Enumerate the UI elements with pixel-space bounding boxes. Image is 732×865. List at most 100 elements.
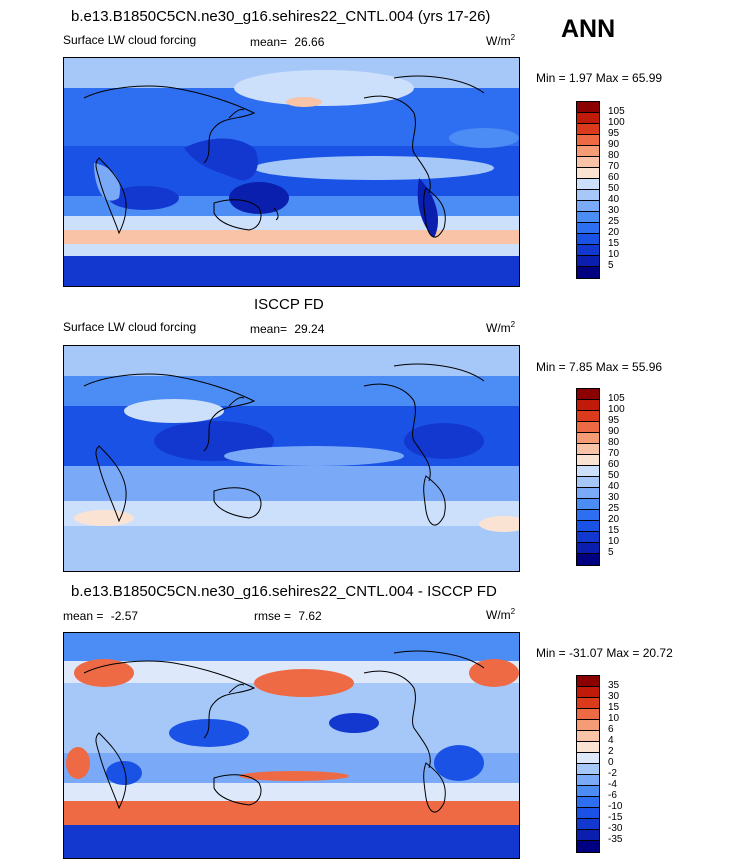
panel3-mean-key: mean = xyxy=(63,609,104,623)
panel3-mean-label: mean = -2.57 xyxy=(63,609,138,623)
colorbar-swatch xyxy=(577,764,599,775)
colorbar-swatch xyxy=(577,808,599,819)
colorbar-tick-label: 95 xyxy=(608,128,620,139)
colorbar-swatch xyxy=(577,742,599,753)
units-exp: 2 xyxy=(510,320,516,329)
colorbar-swatch xyxy=(577,455,599,466)
colorbar-tick-label: 30 xyxy=(608,205,620,216)
colorbar-tick-label: -10 xyxy=(608,801,623,812)
colorbar-swatch xyxy=(577,422,599,433)
panel2-map-svg xyxy=(64,346,519,571)
colorbar-tick-label: -2 xyxy=(608,768,617,779)
colorbar-swatch xyxy=(577,819,599,830)
colorbar-swatch xyxy=(577,753,599,764)
panel2-title: ISCCP FD xyxy=(254,296,324,313)
colorbar-tick-label: 15 xyxy=(608,525,620,536)
colorbar-swatch xyxy=(577,543,599,554)
panel3-minmax: Min = -31.07 Max = 20.72 xyxy=(536,646,673,660)
colorbar-swatch xyxy=(577,102,599,113)
colorbar-tick-label: 100 xyxy=(608,404,625,415)
colorbar-tick-label: 5 xyxy=(608,547,614,558)
colorbar-tick-label: 50 xyxy=(608,183,620,194)
colorbar-swatch xyxy=(577,135,599,146)
colorbar-swatch xyxy=(577,245,599,256)
colorbar-tick-label: -4 xyxy=(608,779,617,790)
panel3-map xyxy=(63,632,520,859)
panel1-mean-label: mean= 26.66 xyxy=(250,35,324,49)
colorbar-swatch xyxy=(577,687,599,698)
colorbar-swatch xyxy=(577,256,599,267)
colorbar-swatch xyxy=(577,179,599,190)
panel1-units: W/m2 xyxy=(486,33,515,48)
colorbar-tick-label: 60 xyxy=(608,459,620,470)
panel2-units: W/m2 xyxy=(486,320,515,335)
season-label: ANN xyxy=(561,15,616,43)
colorbar-swatch xyxy=(577,731,599,742)
panel1-map-svg xyxy=(64,58,519,286)
colorbar-swatch xyxy=(577,190,599,201)
colorbar-tick-label: 100 xyxy=(608,117,625,128)
colorbar-swatch xyxy=(577,400,599,411)
colorbar-tick-label: 25 xyxy=(608,216,620,227)
colorbar-swatch xyxy=(577,698,599,709)
colorbar-swatch xyxy=(577,786,599,797)
colorbar-swatch xyxy=(577,532,599,543)
colorbar-swatch xyxy=(577,267,599,278)
colorbar-tick-label: 40 xyxy=(608,481,620,492)
colorbar-tick-label: 10 xyxy=(608,249,620,260)
panel3-rmse-label: rmse = 7.62 xyxy=(254,609,322,623)
panel1-colorbar xyxy=(576,101,600,279)
colorbar-tick-label: 90 xyxy=(608,426,620,437)
colorbar-tick-label: 25 xyxy=(608,503,620,514)
colorbar-tick-label: -15 xyxy=(608,812,623,823)
colorbar-tick-label: 80 xyxy=(608,150,620,161)
panel2-map xyxy=(63,345,520,572)
colorbar-tick-label: 10 xyxy=(608,713,620,724)
colorbar-tick-label: -35 xyxy=(608,834,623,845)
colorbar-tick-label: 60 xyxy=(608,172,620,183)
colorbar-tick-label: 30 xyxy=(608,691,620,702)
panel1-mean-key: mean= xyxy=(250,35,288,49)
colorbar-tick-label: 70 xyxy=(608,448,620,459)
colorbar-swatch xyxy=(577,709,599,720)
panel1-minmax: Min = 1.97 Max = 65.99 xyxy=(536,71,663,85)
colorbar-tick-label: 15 xyxy=(608,702,620,713)
colorbar-swatch xyxy=(577,521,599,532)
colorbar-tick-label: 105 xyxy=(608,393,625,404)
colorbar-tick-label: 2 xyxy=(608,746,614,757)
panel1-mean-value: 26.66 xyxy=(294,35,325,49)
colorbar-swatch xyxy=(577,157,599,168)
colorbar-tick-label: 4 xyxy=(608,735,614,746)
units-exp: 2 xyxy=(510,33,516,42)
colorbar-swatch xyxy=(577,466,599,477)
panel1-map xyxy=(63,57,520,287)
colorbar-swatch xyxy=(577,411,599,422)
colorbar-tick-label: -6 xyxy=(608,790,617,801)
colorbar-swatch xyxy=(577,499,599,510)
colorbar-swatch xyxy=(577,477,599,488)
panel2-minmax: Min = 7.85 Max = 55.96 xyxy=(536,360,663,374)
colorbar-swatch xyxy=(577,676,599,687)
colorbar-tick-label: 15 xyxy=(608,238,620,249)
colorbar-swatch xyxy=(577,775,599,786)
panel2-mean-value: 29.24 xyxy=(294,322,325,336)
panel3-rmse-key: rmse = xyxy=(254,609,292,623)
colorbar-swatch xyxy=(577,444,599,455)
colorbar-tick-label: 105 xyxy=(608,106,625,117)
colorbar-tick-label: 35 xyxy=(608,680,620,691)
units-text: W/m xyxy=(486,321,511,335)
panel3-title: b.e13.B1850C5CN.ne30_g16.sehires22_CNTL.… xyxy=(71,583,497,600)
colorbar-tick-label: 6 xyxy=(608,724,614,735)
colorbar-tick-label: 90 xyxy=(608,139,620,150)
colorbar-swatch xyxy=(577,212,599,223)
panel1-variable-label: Surface LW cloud forcing xyxy=(63,33,197,47)
colorbar-tick-label: 5 xyxy=(608,260,614,271)
units-text: W/m xyxy=(486,34,511,48)
colorbar-swatch xyxy=(577,168,599,179)
colorbar-swatch xyxy=(577,389,599,400)
colorbar-swatch xyxy=(577,201,599,212)
colorbar-swatch xyxy=(577,146,599,157)
colorbar-tick-label: 40 xyxy=(608,194,620,205)
colorbar-tick-label: 20 xyxy=(608,514,620,525)
panel3-colorbar xyxy=(576,675,600,853)
